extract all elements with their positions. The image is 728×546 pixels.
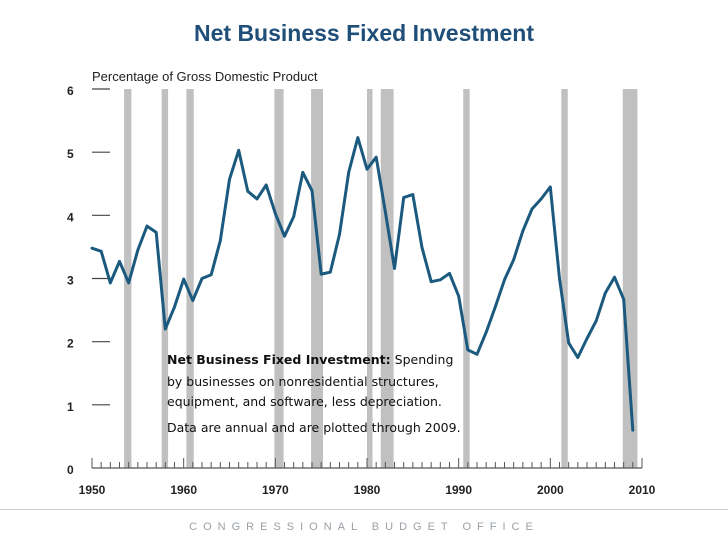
data-point-2001 — [558, 277, 561, 280]
data-point-1996 — [512, 258, 515, 261]
annotation-line3: equipment, and software, less depreciati… — [167, 394, 442, 409]
data-point-1985 — [411, 193, 415, 196]
data-point-1961 — [191, 299, 195, 302]
y-axis-label: Percentage of Gross Domestic Product — [92, 69, 318, 84]
data-point-2000 — [549, 185, 552, 189]
recession-band-1 — [161, 89, 169, 468]
data-point-1974 — [310, 189, 314, 192]
axes: 0 1 2 3 4 5 6 1950 1960 1970 1980 1990 2000 2010 — [67, 84, 656, 497]
footer-divider — [0, 509, 728, 510]
annotation-line1: Spending — [391, 352, 454, 367]
data-point-1976 — [329, 270, 332, 274]
x-tick-label-1990: 1990 — [445, 483, 472, 497]
data-point-1957 — [154, 231, 158, 234]
data-point-1980 — [365, 167, 369, 171]
data-point-1999 — [539, 197, 543, 201]
data-point-1979 — [356, 136, 360, 139]
y-tick-label-1: 1 — [67, 400, 74, 414]
annotation-line4: Data are annual and are plotted through … — [167, 420, 461, 435]
y-tick-label-0: 0 — [67, 463, 74, 477]
data-point-1998 — [530, 207, 534, 211]
data-point-1982 — [384, 210, 387, 213]
y-tick-label-2: 2 — [67, 337, 74, 351]
data-point-1950 — [90, 246, 94, 250]
data-point-1992 — [475, 353, 479, 356]
recession-band-6 — [380, 89, 394, 468]
data-point-2008 — [622, 298, 625, 301]
data-point-1995 — [503, 278, 506, 282]
x-tick-label-2010: 2010 — [629, 483, 656, 497]
y-tick-label-6: 6 — [67, 84, 74, 98]
chart-title: Net Business Fixed Investment — [194, 20, 534, 46]
data-point-1975 — [319, 272, 323, 276]
data-point-2004 — [585, 337, 589, 340]
recession-band-9 — [622, 89, 638, 468]
data-point-1997 — [521, 229, 525, 233]
recession-band-7 — [463, 89, 470, 468]
recession-band-4 — [311, 89, 323, 468]
data-point-2002 — [567, 341, 570, 345]
series-line-layer — [90, 136, 635, 432]
data-point-1954 — [127, 281, 130, 285]
recession-band-2 — [186, 89, 194, 468]
data-point-1968 — [255, 197, 259, 201]
data-point-1964 — [219, 239, 222, 242]
x-tick-label-1950: 1950 — [79, 483, 106, 497]
data-point-1970 — [274, 212, 277, 215]
data-point-1994 — [494, 305, 497, 309]
x-tick-label-1980: 1980 — [354, 483, 381, 497]
data-point-1951 — [99, 250, 103, 253]
y-tick-label-4: 4 — [67, 210, 74, 224]
data-point-1991 — [466, 348, 470, 352]
footer-text: CONGRESSIONAL BUDGET OFFICE — [189, 521, 539, 533]
recession-band-3 — [274, 89, 284, 468]
data-point-1955 — [136, 248, 140, 252]
data-point-2009 — [631, 428, 635, 432]
data-point-1972 — [292, 215, 295, 218]
annotation: Net Business Fixed Investment: Spending … — [167, 352, 461, 435]
data-point-1958 — [164, 327, 167, 331]
data-point-1988 — [439, 278, 442, 282]
data-point-1952 — [109, 281, 112, 285]
annotation-line2: by businesses on nonresidential structur… — [167, 374, 439, 389]
series-line-0 — [90, 136, 635, 432]
data-point-2007 — [613, 275, 616, 279]
data-point-1966 — [237, 148, 240, 152]
annotation-bold: Net Business Fixed Investment: — [167, 352, 391, 367]
data-point-1993 — [484, 330, 488, 334]
data-point-1960 — [182, 277, 185, 281]
data-point-2006 — [604, 291, 607, 295]
data-point-2003 — [576, 356, 580, 359]
data-point-1987 — [429, 280, 433, 283]
x-tick-label-2000: 2000 — [537, 483, 564, 497]
data-point-1965 — [228, 178, 231, 181]
data-point-1967 — [246, 190, 250, 193]
data-point-1973 — [301, 171, 305, 174]
x-tick-label-1970: 1970 — [262, 483, 289, 497]
svg-text:Net Business Fixed Investment:: Net Business Fixed Investment: Spending — [167, 352, 453, 367]
data-point-1959 — [173, 305, 176, 309]
data-point-1978 — [347, 171, 350, 174]
data-point-1990 — [457, 294, 460, 298]
data-point-1984 — [402, 196, 405, 199]
data-point-1981 — [374, 155, 378, 159]
data-point-2005 — [594, 319, 598, 323]
data-point-1969 — [264, 183, 268, 187]
data-point-1962 — [200, 277, 204, 280]
recession-band-5 — [367, 89, 373, 468]
data-point-1956 — [145, 224, 149, 228]
y-tick-label-5: 5 — [67, 147, 74, 161]
data-point-1983 — [393, 267, 396, 270]
data-point-1953 — [118, 260, 121, 263]
data-point-1989 — [448, 272, 451, 275]
data-point-1977 — [338, 232, 341, 236]
data-point-1986 — [420, 246, 424, 249]
recession-band-8 — [561, 89, 568, 468]
data-point-1971 — [283, 234, 286, 238]
x-tick-label-1960: 1960 — [170, 483, 197, 497]
data-point-1963 — [209, 273, 213, 277]
y-tick-label-3: 3 — [67, 274, 74, 288]
